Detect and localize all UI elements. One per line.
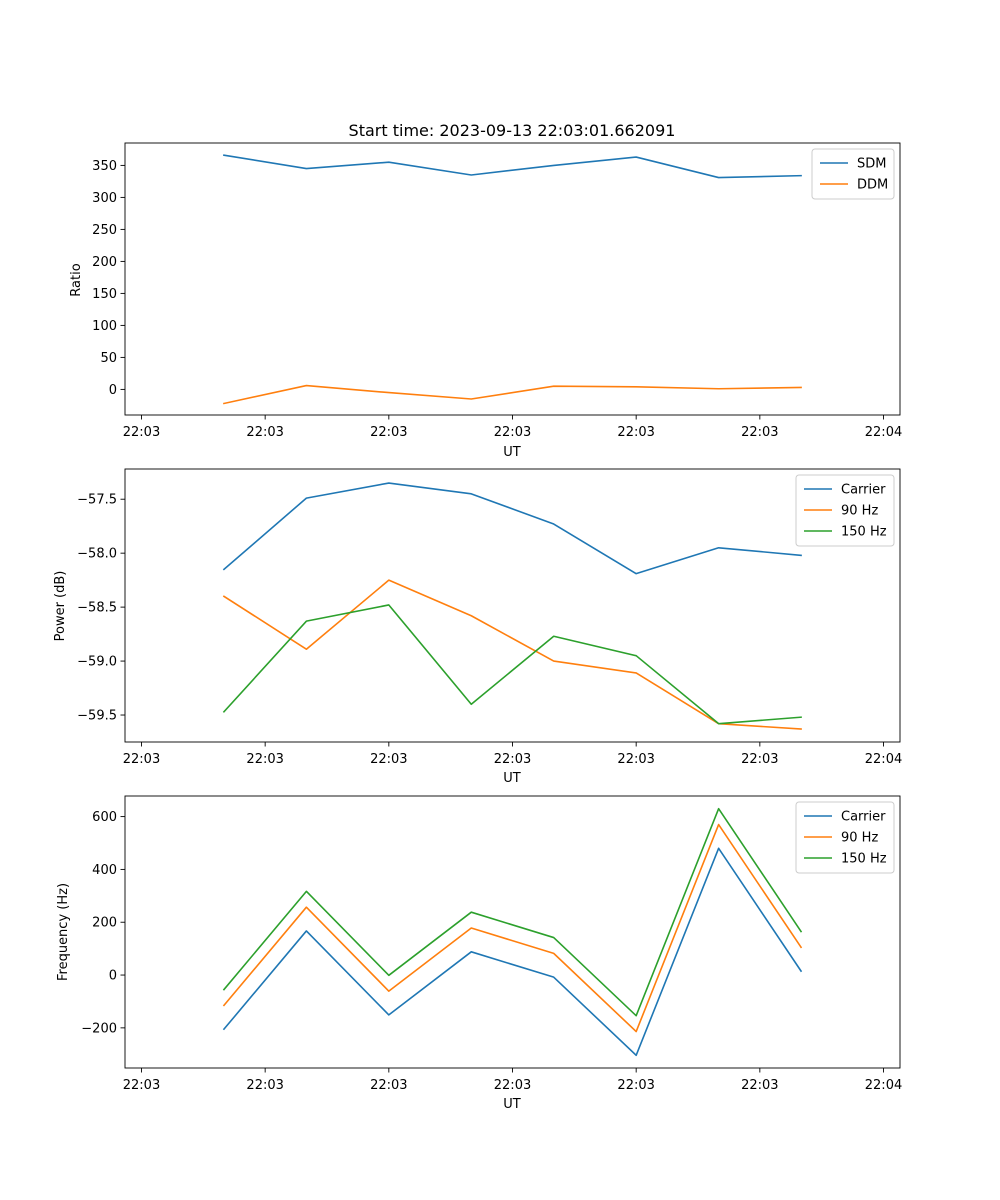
x-tick-label: 22:04 <box>865 425 902 440</box>
x-tick-label: 22:03 <box>494 425 531 440</box>
y-tick-label: −58.0 <box>77 547 117 562</box>
y-tick-label: 200 <box>92 255 117 270</box>
y-tick-label: −200 <box>81 1021 117 1036</box>
x-tick-label: 22:03 <box>741 425 778 440</box>
y-tick-label: 200 <box>92 916 117 931</box>
legend-label: SDM <box>857 157 886 172</box>
series-line-150-hz <box>222 807 803 1017</box>
series-line-90-hz <box>222 823 803 1033</box>
y-tick-label: 250 <box>92 223 117 238</box>
y-tick-label: 150 <box>92 287 117 302</box>
x-tick-label: 22:03 <box>741 1078 778 1093</box>
x-tick-label: 22:03 <box>123 425 160 440</box>
frequency-panel: UT Frequency (Hz) 22:03 22:03 22:03 22:03 22… <box>56 795 902 1112</box>
x-tick-label: 22:03 <box>494 752 531 767</box>
y-tick-label: 0 <box>109 969 117 984</box>
legend-label: DDM <box>857 178 888 193</box>
x-axis-label: UT <box>503 771 521 786</box>
legend-label: Carrier <box>841 483 886 498</box>
series-line-ddm <box>222 384 802 405</box>
x-tick-label: 22:03 <box>741 752 778 767</box>
legend-label: 150 Hz <box>841 525 887 540</box>
y-tick-label: 300 <box>92 191 117 206</box>
legend-label: Carrier <box>841 810 886 825</box>
y-tick-label: 100 <box>92 319 117 334</box>
x-tick-label: 22:03 <box>617 752 654 767</box>
series-line-150-hz <box>222 604 802 725</box>
series-line-sdm <box>223 154 802 179</box>
ratio-panel: Start time: 2023-09-13 22:03:01.662091 U… <box>69 121 902 460</box>
x-tick-label: 22:04 <box>865 1078 902 1093</box>
legend-label: 150 Hz <box>841 852 887 867</box>
series-line-carrier <box>222 482 802 575</box>
legend-box <box>811 148 895 200</box>
legend-box <box>795 801 895 874</box>
legend-label: 90 Hz <box>841 504 878 519</box>
x-tick-label: 22:04 <box>865 752 902 767</box>
y-tick-label: 50 <box>100 351 117 366</box>
x-axis-label: UT <box>503 1097 521 1112</box>
y-tick-label: −58.5 <box>77 601 117 616</box>
legend: Carrier 90 Hz 150 Hz <box>795 801 895 874</box>
x-tick-label: 22:03 <box>246 752 283 767</box>
power-panel: UT Power (dB) 22:03 22:03 22:03 22:03 22:03 2… <box>53 468 902 786</box>
x-tick-label: 22:03 <box>370 425 407 440</box>
x-tick-label: 22:03 <box>617 1078 654 1093</box>
y-tick-label: 0 <box>109 383 117 398</box>
y-tick-label: 600 <box>92 810 117 825</box>
y-tick-label: −59.5 <box>77 709 117 724</box>
x-tick-label: 22:03 <box>370 1078 407 1093</box>
y-axis-label: Frequency (Hz) <box>56 883 71 981</box>
x-axis-label: UT <box>503 445 521 460</box>
x-tick-label: 22:03 <box>246 1078 283 1093</box>
x-tick-label: 22:03 <box>246 425 283 440</box>
legend: Carrier 90 Hz 150 Hz <box>795 474 895 547</box>
legend-box <box>795 474 895 547</box>
x-tick-label: 22:03 <box>494 1078 531 1093</box>
y-tick-label: −59.0 <box>77 655 117 670</box>
y-tick-label: −57.5 <box>77 493 117 508</box>
chart-title: Start time: 2023-09-13 22:03:01.662091 <box>349 121 676 140</box>
y-axis-label: Power (dB) <box>53 571 68 642</box>
y-tick-label: 400 <box>92 863 117 878</box>
series-line-carrier <box>222 847 803 1057</box>
x-tick-label: 22:03 <box>617 425 654 440</box>
y-axis-label: Ratio <box>69 263 84 296</box>
legend-label: 90 Hz <box>841 831 878 846</box>
x-tick-label: 22:03 <box>123 1078 160 1093</box>
legend: SDM DDM <box>811 148 895 200</box>
y-tick-label: 350 <box>92 159 117 174</box>
x-tick-label: 22:03 <box>370 752 407 767</box>
x-tick-label: 22:03 <box>123 752 160 767</box>
series-line-90-hz <box>222 579 802 730</box>
